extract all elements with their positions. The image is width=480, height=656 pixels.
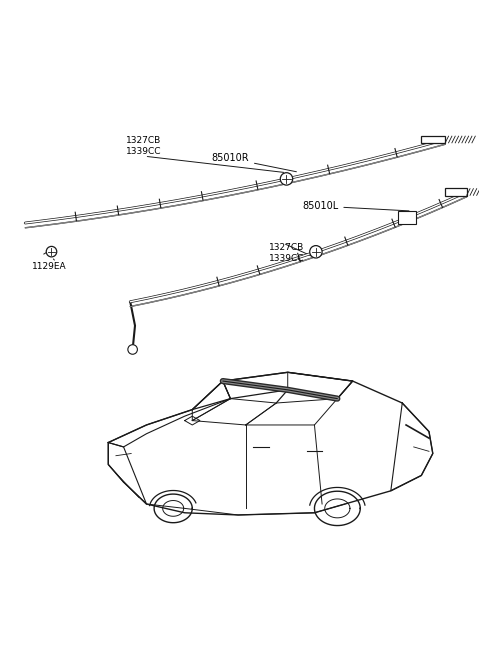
Text: 1327CB
1339CC: 1327CB 1339CC (125, 136, 161, 156)
Text: 1129EA: 1129EA (33, 262, 67, 271)
Circle shape (128, 344, 137, 354)
Text: 85010R: 85010R (211, 154, 297, 172)
FancyBboxPatch shape (445, 188, 467, 195)
FancyBboxPatch shape (398, 211, 416, 224)
Text: 1327CB
1339CC: 1327CB 1339CC (269, 243, 304, 263)
Circle shape (46, 247, 57, 257)
Text: 85010L: 85010L (302, 201, 409, 211)
Circle shape (310, 245, 322, 258)
Circle shape (280, 173, 293, 185)
FancyBboxPatch shape (421, 136, 445, 143)
